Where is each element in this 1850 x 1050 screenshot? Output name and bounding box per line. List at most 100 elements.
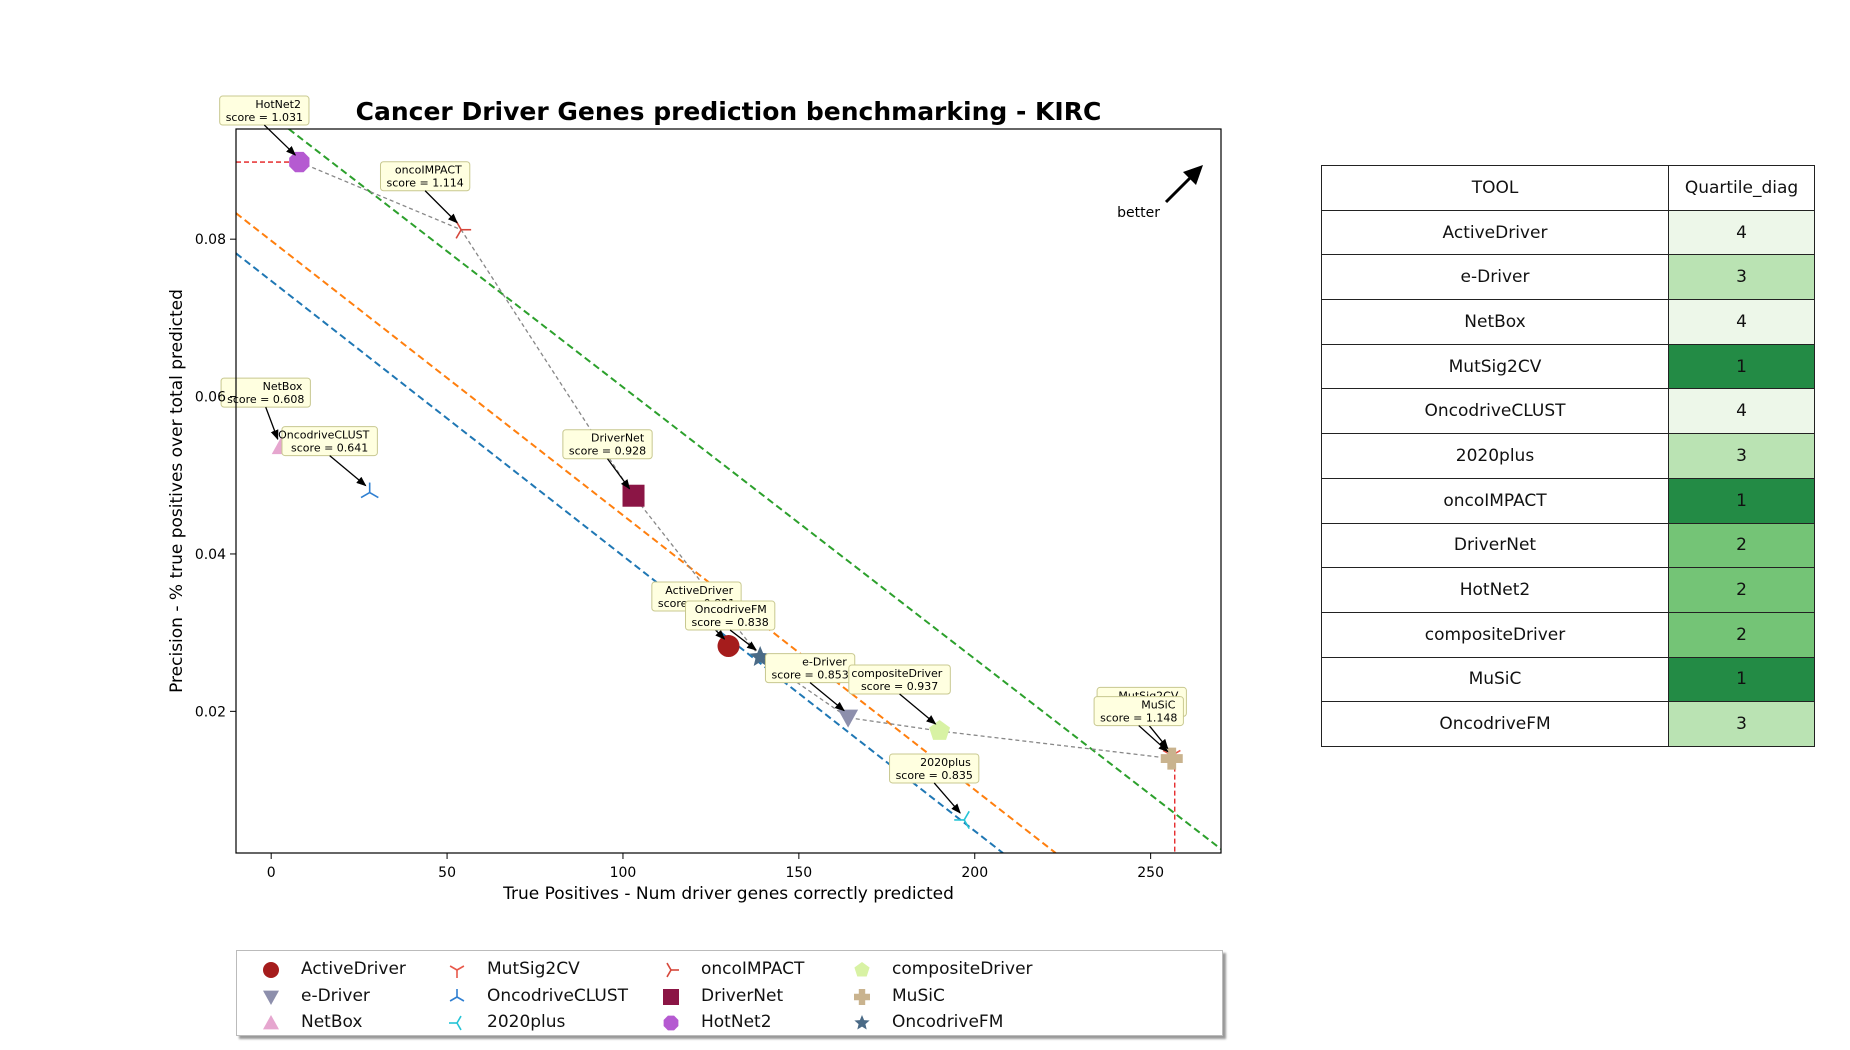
table-cell-tool: MutSig2CV [1321, 343, 1669, 390]
legend-label: NetBox [301, 1012, 363, 1032]
y-tick-label: 0.08 [195, 232, 226, 248]
data-point-e-driver [838, 709, 859, 728]
annotation-arrow [263, 124, 297, 156]
x-tick-label: 0 [267, 865, 276, 881]
legend-label: DriverNet [701, 985, 784, 1006]
annotation-score: score = 1.031 [226, 111, 303, 124]
annotation-score: score = 0.928 [569, 445, 646, 458]
table-row: HotNet2 2 [1321, 567, 1815, 613]
table-cell-quartile: 3 [1668, 701, 1815, 747]
legend-label: MuSiC [892, 985, 945, 1006]
table-row: oncoIMPACT 1 [1321, 477, 1815, 524]
legend-marker [263, 990, 279, 1005]
annotation-tool-name: oncoIMPACT [395, 164, 462, 177]
y-axis-label: Precision - % true positives over total … [167, 289, 187, 693]
annotation-tool-name: 2020plus [920, 756, 971, 769]
legend-label: compositeDriver [892, 959, 1033, 979]
legend-marker [663, 988, 679, 1005]
table-cell-quartile: 2 [1668, 567, 1815, 613]
legend-marker [666, 962, 679, 978]
legend-marker [449, 965, 465, 978]
y-tick-label: 0.04 [195, 547, 226, 563]
annotation-tool-name: OncodriveCLUST [278, 429, 370, 442]
table-cell-quartile: 2 [1668, 611, 1815, 658]
better-label: better [1117, 205, 1160, 221]
chart-title: Cancer Driver Genes prediction benchmark… [356, 97, 1102, 126]
annotation-tool-name: DriverNet [591, 432, 645, 445]
table-row: NetBox 4 [1321, 299, 1815, 345]
table-cell-tool: OncodriveFM [1321, 701, 1669, 747]
y-tick-label: 0.02 [195, 704, 226, 720]
table-cell-quartile: 1 [1668, 656, 1815, 703]
annotation-tool-name: MuSiC [1141, 699, 1176, 712]
table-cell-quartile: 3 [1668, 433, 1815, 479]
table-cell-quartile: 4 [1668, 209, 1815, 256]
table-cell-quartile: 3 [1668, 254, 1815, 301]
legend-marker [449, 1015, 462, 1031]
annotation-tool-name: OncodriveFM [695, 603, 767, 616]
annotation-arrow [265, 406, 279, 441]
legend-marker [854, 988, 870, 1005]
table-cell-quartile: 1 [1668, 343, 1815, 390]
annotation-score: score = 0.835 [896, 769, 973, 782]
annotation-score: score = 0.641 [291, 442, 368, 455]
x-tick-label: 200 [961, 865, 988, 881]
table-cell-tool: DriverNet [1321, 522, 1669, 569]
table-row: OncodriveFM 3 [1321, 701, 1815, 747]
quartile-table: TOOL Quartile_diag ActiveDriver 4 e-Driver… [1321, 165, 1815, 747]
annotation-score: score = 1.114 [387, 177, 464, 190]
table-cell-tool: oncoIMPACT [1321, 477, 1669, 524]
x-tick-label: 100 [610, 865, 637, 881]
legend-label: e-Driver [301, 985, 370, 1006]
table-row: ActiveDriver 4 [1321, 209, 1815, 256]
table-row: OncodriveCLUST 4 [1321, 388, 1815, 435]
table-row: DriverNet 2 [1321, 522, 1815, 569]
annotation-score: score = 0.608 [227, 393, 304, 406]
table-header-tool: TOOL [1321, 165, 1669, 211]
annotation-tool-name: ActiveDriver [665, 584, 733, 597]
legend-label: OncodriveCLUST [487, 985, 629, 1006]
x-tick-label: 150 [785, 865, 812, 881]
table-cell-tool: compositeDriver [1321, 611, 1669, 658]
better-arrowhead [1183, 165, 1203, 185]
table-cell-tool: e-Driver [1321, 254, 1669, 301]
legend-marker [449, 988, 465, 1002]
legend-label: OncodriveFM [892, 1012, 1004, 1032]
legend-marker [854, 962, 870, 977]
quartile-diagonal-line [236, 252, 1004, 853]
data-point-drivernet [622, 484, 645, 507]
table-cell-tool: HotNet2 [1321, 567, 1669, 613]
table-row: MuSiC 1 [1321, 656, 1815, 703]
table-row: 2020plus 3 [1321, 433, 1815, 479]
legend-label: MutSig2CV [487, 959, 580, 979]
x-axis-label: True Positives - Num driver genes correc… [502, 884, 954, 904]
table-header-quartile: Quartile_diag [1668, 165, 1815, 211]
table-cell-quartile: 4 [1668, 388, 1815, 435]
x-tick-label: 250 [1137, 865, 1164, 881]
data-point-compositedriver [929, 720, 951, 740]
data-point-2020plus [954, 810, 970, 830]
legend-label: oncoIMPACT [701, 959, 805, 979]
table-cell-tool: MuSiC [1321, 656, 1669, 703]
annotation-arrow [329, 455, 367, 487]
table-row: compositeDriver 2 [1321, 611, 1815, 658]
table-cell-tool: ActiveDriver [1321, 209, 1669, 256]
y-tick-label: 0.06 [195, 390, 226, 406]
legend-marker [263, 1015, 279, 1030]
x-tick-label: 50 [438, 865, 456, 881]
annotation-arrow [899, 693, 937, 725]
annotation-arrow [424, 190, 458, 224]
annotation-tool-name: e-Driver [802, 656, 847, 669]
quartile-diagonal-line [236, 212, 1057, 853]
annotation-arrow [933, 782, 961, 814]
annotation-arrow [606, 458, 631, 490]
data-point-oncoimpact [455, 220, 472, 239]
table-row: MutSig2CV 1 [1321, 343, 1815, 390]
